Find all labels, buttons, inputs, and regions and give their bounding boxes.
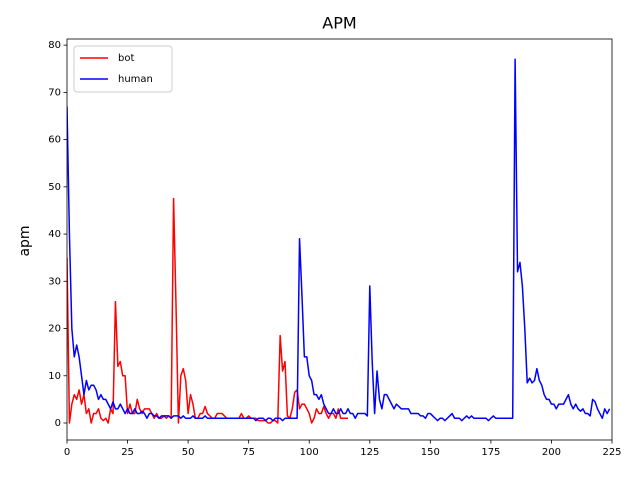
chart-title: APM — [322, 14, 356, 33]
x-tick-label: 150 — [421, 447, 440, 458]
x-tick-label: 125 — [360, 447, 379, 458]
x-tick-label: 25 — [121, 447, 134, 458]
legend: bot human — [73, 45, 173, 93]
legend-label: bot — [118, 53, 134, 64]
x-tick-label: 200 — [542, 447, 561, 458]
y-tick-label: 20 — [48, 324, 61, 335]
legend-label: human — [118, 74, 153, 85]
plot-frame — [66, 38, 613, 441]
y-axis-label: apm — [17, 225, 33, 256]
y-tick-label: 80 — [48, 40, 61, 51]
x-tick-label: 50 — [182, 447, 195, 458]
y-tick-label: 60 — [48, 135, 61, 146]
x-tick-label: 0 — [64, 447, 70, 458]
line-series — [67, 58, 611, 422]
x-tick-label: 225 — [602, 447, 621, 458]
y-tick-label: 50 — [48, 182, 61, 193]
x-tick-label: 75 — [242, 447, 255, 458]
x-tick-label: 175 — [481, 447, 500, 458]
y-tick-label: 0 — [55, 418, 61, 429]
x-tick-label: 100 — [300, 447, 319, 458]
y-tick-label: 40 — [48, 229, 61, 240]
y-tick-label: 10 — [48, 371, 61, 382]
line-series — [67, 197, 348, 424]
y-tick-label: 30 — [48, 276, 61, 287]
y-tick-label: 70 — [48, 87, 61, 98]
